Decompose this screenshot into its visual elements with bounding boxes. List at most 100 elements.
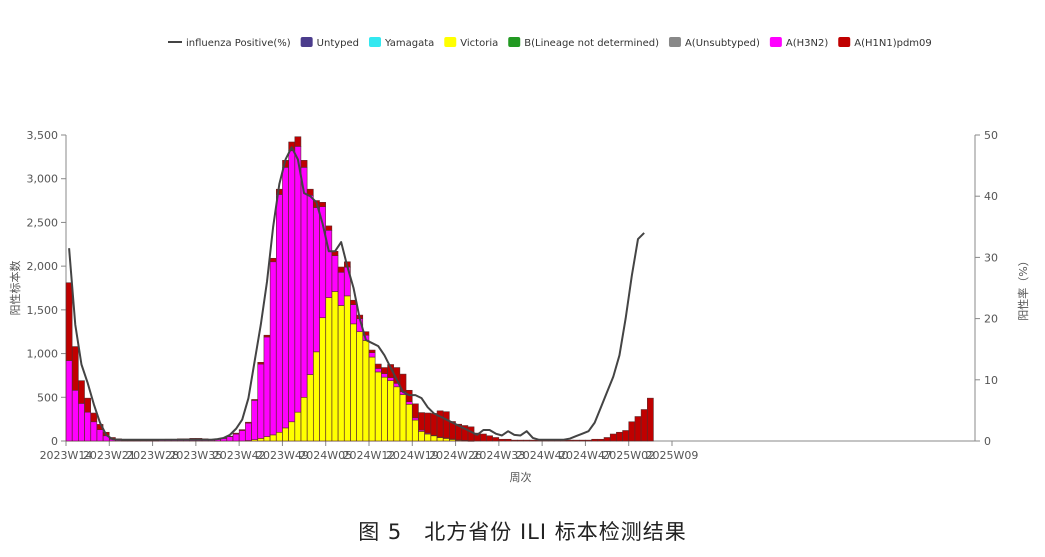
legend-label: B(Lineage not determined) [524,38,659,49]
legend-item: Victoria [444,37,498,49]
bar-victoria [257,438,265,442]
x-tick-label: 2024W26 [429,449,482,462]
bar-a-h1n1-pdm09 [622,430,629,442]
bar-a-h3n2- [232,433,240,442]
bar-a-h1n1-pdm09 [368,349,376,353]
bar-victoria [387,380,394,442]
legend-item: A(H1N1)pdm09 [838,37,932,49]
bar-victoria [269,434,277,442]
bar-a-h1n1-pdm09 [647,397,654,442]
bar-a-h3n2- [251,400,258,440]
bar-victoria [412,419,419,442]
bar-a-h1n1-pdm09 [628,421,636,442]
legend: influenza Positive(%) Untyped Yamagata Vict… [168,37,932,49]
legend-label: influenza Positive(%) [186,38,291,49]
bar-victoria [350,323,357,442]
bar-a-h1n1-pdm09 [504,438,512,442]
bar-a-h1n1-pdm09 [337,266,345,273]
bar-victoria [300,396,308,442]
bar-victoria [399,394,407,442]
bar-a-h3n2- [387,377,394,381]
bar-a-h1n1-pdm09 [374,363,382,369]
bar-a-h1n1-pdm09 [492,437,500,442]
legend-item: Yamagata [369,37,434,49]
bar-a-h1n1-pdm09 [634,416,642,442]
y2-tick-label: 40 [984,190,998,203]
legend-swatch [369,37,381,47]
bar-a-h3n2- [381,373,388,378]
chart-svg: influenza Positive(%) Untyped Yamagata Vict… [8,37,1030,484]
bar-victoria [276,431,283,442]
bar-victoria [288,421,296,442]
x-tick-label: 2024W05 [299,449,352,462]
bar-a-h1n1-pdm09 [245,421,252,424]
bar-victoria [436,437,444,442]
y-tick-label: 1,000 [27,348,59,361]
bar-a-h1n1-pdm09 [603,437,611,442]
bar-a-h1n1-pdm09 [78,380,85,404]
legend-swatch [300,37,313,47]
bar-a-h1n1-pdm09 [609,433,617,442]
x-tick-label: 2024W19 [386,449,439,462]
x-tick-label: 2023W14 [40,449,93,462]
bar-a-h3n2- [313,207,320,353]
bar-a-h3n2- [282,167,289,429]
y2-tick-label: 0 [984,435,991,448]
bar-a-h1n1-pdm09 [294,136,302,147]
bar-a-h1n1-pdm09 [238,429,246,431]
bar-victoria [405,403,413,442]
axis-labels: 0 500 1,000 1,500 2,000 2,500 3,000 3,500 0 10 20 3… [8,129,1030,484]
legend-label: Yamagata [384,38,434,49]
bar-a-h1n1-pdm09 [517,439,524,442]
bar-victoria [418,431,425,442]
y-tick-label: 3,000 [27,173,59,186]
bar-victoria [424,433,432,442]
bar-a-h1n1-pdm09 [640,409,648,442]
bar-victoria [282,427,289,442]
legend-item: Untyped [300,37,359,49]
positivity-line-path [68,146,645,441]
bar-a-h1n1-pdm09 [71,346,79,391]
x-tick-label: 2023W49 [256,449,309,462]
bar-victoria [344,295,351,442]
x-tick-label: 2024W47 [559,449,612,462]
bar-a-h1n1-pdm09 [424,412,432,434]
bar-a-h3n2- [238,430,246,442]
legend-label: A(H1N1)pdm09 [854,38,932,49]
bar-victoria [337,305,345,442]
y-tick-label: 0 [51,435,58,448]
bar-a-h3n2- [226,436,234,442]
y-tick-label: 3,500 [27,129,59,142]
bar-a-h3n2- [276,194,283,433]
bar-a-h1n1-pdm09 [269,257,277,263]
bar-victoria [306,374,314,442]
bar-a-h1n1-pdm09 [251,399,258,401]
bar-a-h3n2- [263,336,271,437]
x-tick-label: 2023W21 [83,449,136,462]
bar-victoria [374,371,382,442]
legend-item: influenza Positive(%) [168,38,291,49]
bar-victoria [442,438,450,442]
bar-a-h1n1-pdm09 [412,403,419,419]
bar-a-h1n1-pdm09 [263,334,271,338]
legend-swatch [668,37,681,47]
bar-victoria [362,340,370,442]
bar-series [65,136,654,442]
bar-a-h1n1-pdm09 [591,438,599,442]
bar-a-h1n1-pdm09 [84,397,91,413]
bar-a-h3n2- [374,368,382,373]
bar-a-h1n1-pdm09 [480,433,487,442]
bar-a-h1n1-pdm09 [418,412,425,431]
bar-a-h3n2- [84,411,91,442]
x-tick-label: 2025W02 [602,449,655,462]
y-tick-label: 500 [37,391,58,404]
bar-a-h1n1-pdm09 [498,438,506,442]
bar-victoria [294,411,302,442]
legend-swatch [838,37,851,47]
legend-label: Untyped [317,38,359,49]
bar-a-h1n1-pdm09 [616,431,623,442]
bar-a-h1n1-pdm09 [510,439,518,442]
y-axis-title: 阳性标本数 [8,261,22,316]
bar-a-h1n1-pdm09 [319,202,326,207]
